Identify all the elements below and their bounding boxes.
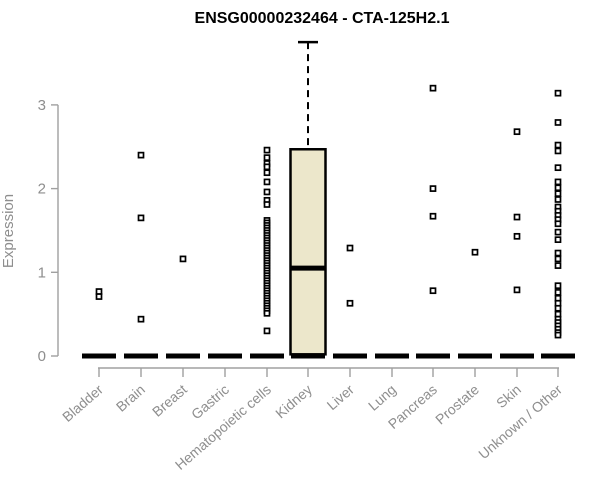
zero-median-bar — [250, 353, 284, 359]
chart-title: ENSG00000232464 - CTA-125H2.1 — [195, 10, 450, 27]
zero-median-bar — [333, 353, 367, 359]
x-category-label: Liver — [324, 381, 358, 413]
data-point — [554, 249, 562, 257]
data-point — [346, 244, 354, 252]
data-point — [346, 299, 354, 307]
zero-median-bar — [500, 353, 534, 359]
data-point — [179, 255, 187, 263]
x-category-label: Prostate — [432, 381, 482, 427]
data-point — [554, 304, 562, 312]
data-point — [429, 212, 437, 220]
data-point — [263, 327, 271, 335]
zero-median-bar — [375, 353, 409, 359]
zero-median-bar — [416, 353, 450, 359]
data-point — [554, 236, 562, 244]
data-point — [263, 188, 271, 196]
data-point — [137, 214, 145, 222]
zero-median-bar — [291, 353, 325, 359]
data-point — [513, 213, 521, 221]
data-point — [554, 147, 562, 155]
data-point — [513, 232, 521, 240]
data-point — [263, 309, 271, 317]
x-category-label: Brain — [113, 381, 148, 415]
x-category-label: Breast — [149, 381, 190, 420]
y-axis-label: Expression — [0, 194, 17, 268]
zero-median-bar — [124, 353, 158, 359]
zero-median-bar — [208, 353, 242, 359]
data-point — [554, 184, 562, 192]
data-point — [95, 293, 103, 300]
x-category-label: Lung — [365, 381, 399, 414]
x-category-label: Bladder — [59, 381, 106, 425]
data-point — [471, 248, 479, 256]
data-point — [513, 286, 521, 294]
data-point — [554, 289, 562, 296]
data-point — [137, 151, 145, 159]
y-tick-label: 1 — [38, 264, 46, 281]
data-point — [429, 287, 437, 295]
data-point — [554, 220, 562, 228]
data-point — [263, 146, 271, 154]
data-point — [554, 196, 562, 203]
zero-median-bar — [82, 353, 116, 359]
data-point — [429, 185, 437, 192]
data-point — [513, 128, 521, 136]
data-point — [554, 282, 562, 290]
data-point — [263, 178, 271, 186]
data-point — [263, 154, 271, 161]
data-point — [263, 169, 271, 177]
y-tick-label: 3 — [38, 97, 46, 114]
data-point — [554, 141, 562, 149]
data-point — [554, 119, 562, 126]
data-point — [554, 178, 562, 186]
zero-median-bar — [541, 353, 575, 359]
data-point — [554, 228, 562, 236]
data-point — [137, 315, 145, 323]
x-category-label: Skin — [493, 381, 524, 411]
y-tick-label: 2 — [38, 181, 46, 198]
x-category-label: Kidney — [272, 381, 315, 421]
box — [289, 148, 327, 356]
data-point — [263, 163, 271, 171]
data-point — [554, 89, 562, 97]
data-point — [263, 201, 271, 208]
data-point — [554, 331, 562, 339]
data-point — [554, 190, 562, 197]
zero-median-bar — [166, 353, 200, 359]
data-point — [554, 164, 562, 172]
zero-median-bar — [458, 353, 492, 359]
data-point — [554, 255, 562, 263]
data-point — [554, 262, 562, 269]
y-tick-label: 0 — [38, 348, 46, 365]
data-point — [429, 84, 437, 92]
